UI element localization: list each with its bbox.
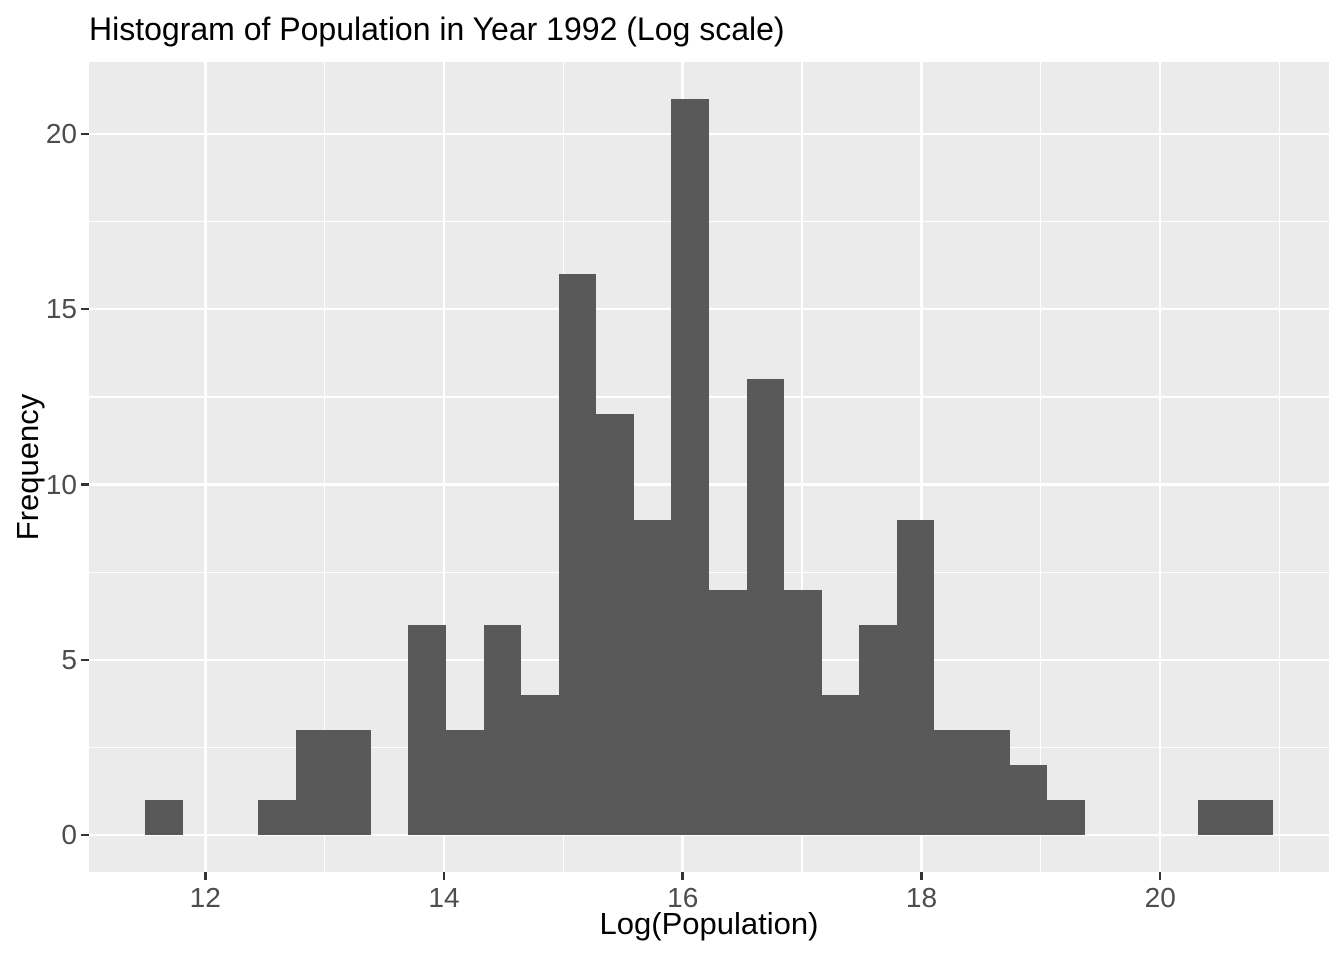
histogram-bar [596,414,634,836]
histogram-bar [145,800,183,836]
histogram-bar [709,589,747,836]
histogram-bar [333,729,371,836]
x-tick-label: 16 [667,882,699,913]
y-minor-gridline [89,396,1329,398]
x-major-gridline [442,62,446,872]
histogram-bar [859,624,897,836]
x-major-gridline [1158,62,1162,872]
y-tick-mark [81,132,89,136]
histogram-bar [1197,800,1236,836]
histogram-bar [1235,800,1273,836]
y-major-gridline [89,307,1329,311]
histogram-bar [746,379,785,836]
y-tick-mark [81,483,89,486]
x-tick-mark [681,872,684,880]
y-tick-label: 20 [45,117,77,149]
histogram-bar [445,729,484,836]
histogram-bar [1047,800,1085,836]
y-major-gridline [89,132,1329,136]
y-tick-label: 15 [45,293,77,325]
y-tick-mark [81,307,89,311]
histogram-bar [521,694,559,836]
histogram-bar [408,624,446,836]
y-minor-gridline [89,571,1329,573]
histogram-bar [821,694,860,836]
histogram-bar [896,519,935,836]
x-tick-label: 14 [428,882,460,913]
x-minor-gridline [1278,62,1281,872]
x-major-gridline [204,62,207,872]
x-minor-gridline [1040,62,1042,872]
y-tick-label: 10 [45,468,77,500]
y-tick-label: 5 [61,643,77,675]
x-minor-gridline [323,62,326,872]
y-tick-mark [81,833,89,837]
histogram-bar [258,800,296,836]
histogram-bar [934,729,973,836]
x-minor-gridline [801,62,803,872]
x-axis-label: Log(Population) [599,906,819,941]
x-tick-label: 12 [189,882,221,913]
histogram-bar [784,589,822,836]
histogram-bar [558,274,597,836]
plot-panel [89,62,1329,872]
histogram-bar [972,729,1010,836]
x-tick-mark [920,872,923,880]
x-tick-mark [442,872,446,880]
y-minor-gridline [89,220,1329,223]
x-tick-mark [204,872,207,880]
histogram-bar [671,98,709,836]
y-tick-mark [81,658,89,662]
y-major-gridline [89,483,1329,486]
x-tick-mark [1158,872,1162,880]
plot-title: Histogram of Population in Year 1992 (Lo… [89,11,785,47]
histogram-bar [633,519,672,836]
x-tick-label: 18 [905,882,938,913]
x-major-gridline [920,62,923,872]
y-tick-label: 0 [61,819,77,851]
x-tick-label: 20 [1144,882,1176,913]
histogram-bar [1009,765,1048,836]
histogram-bar [483,624,522,836]
histogram-bar [295,729,334,836]
y-major-gridline [89,833,1329,837]
